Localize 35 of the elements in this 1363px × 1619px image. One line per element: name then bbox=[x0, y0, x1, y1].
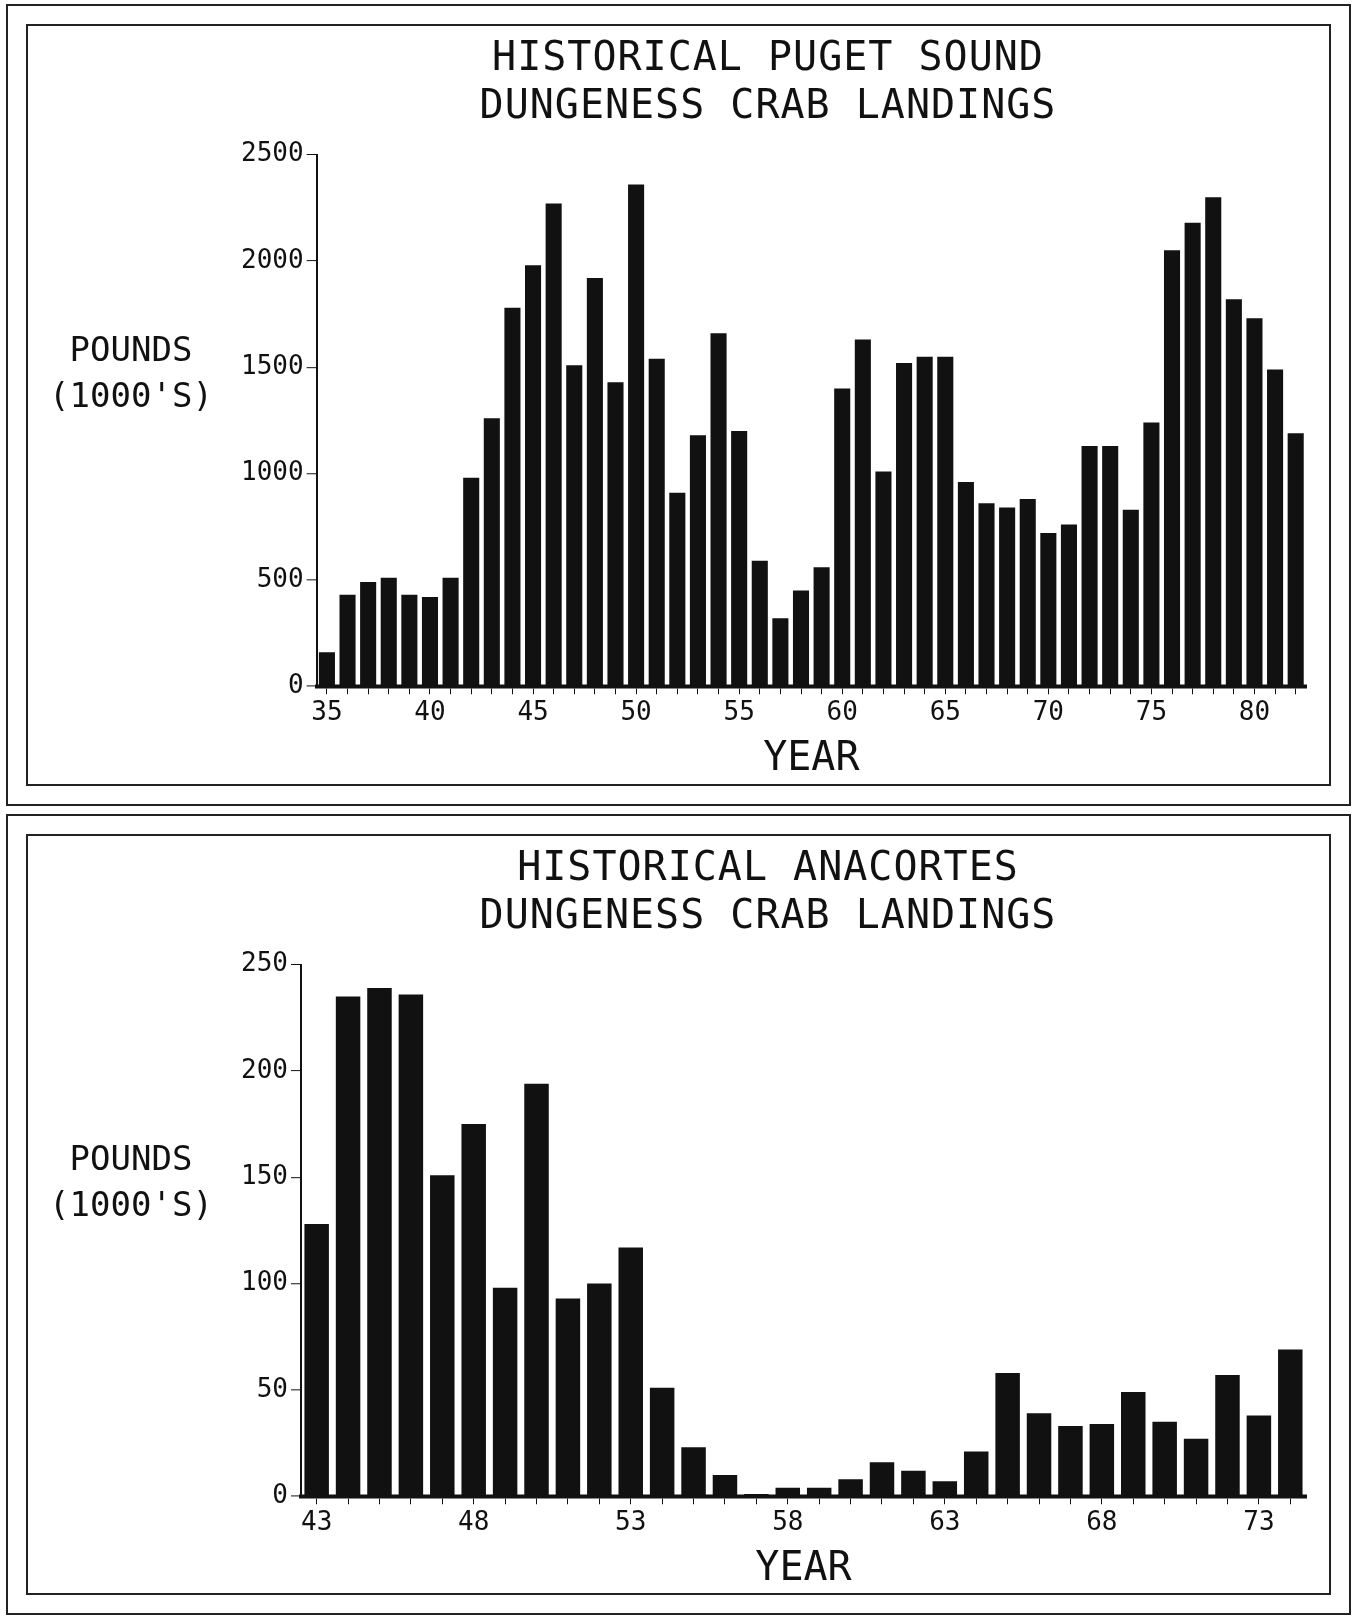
y-tick-label: 1500 bbox=[241, 350, 304, 381]
x-tick-label: 35 bbox=[311, 695, 343, 726]
x-tick-label: 58 bbox=[772, 1505, 804, 1536]
x-tick-label: 48 bbox=[458, 1505, 490, 1536]
y-tick-label: 2000 bbox=[241, 243, 304, 274]
y-tick-label: 500 bbox=[256, 562, 304, 593]
x-tick-label: 68 bbox=[1086, 1505, 1118, 1536]
y-axis-title: POUNDS (1000'S) bbox=[48, 327, 214, 417]
x-tick-label: 45 bbox=[517, 695, 549, 726]
y-tick-label: 100 bbox=[241, 1265, 288, 1296]
y-tick-label: 50 bbox=[256, 1372, 288, 1403]
x-tick-label: 70 bbox=[1032, 695, 1064, 726]
y-tick-label: 150 bbox=[241, 1159, 288, 1190]
y-tick-label: 0 bbox=[272, 1478, 288, 1509]
x-axis-title: YEAR bbox=[763, 732, 861, 779]
x-tick-label: 65 bbox=[929, 695, 961, 726]
x-tick-label: 80 bbox=[1238, 695, 1271, 726]
x-tick-label: 63 bbox=[929, 1505, 961, 1536]
x-tick-label: 73 bbox=[1243, 1505, 1275, 1536]
x-tick-label: 53 bbox=[615, 1505, 647, 1536]
y-tick-label: 1000 bbox=[241, 456, 304, 487]
x-tick-label: 43 bbox=[301, 1505, 333, 1536]
x-tick-label: 40 bbox=[414, 695, 446, 726]
x-tick-label: 55 bbox=[723, 695, 755, 726]
y-axis-title: POUNDS (1000'S) bbox=[48, 1137, 214, 1226]
x-tick-label: 60 bbox=[826, 695, 858, 726]
x-tick-label: 50 bbox=[620, 695, 652, 726]
y-tick-label: 250 bbox=[241, 946, 288, 977]
y-tick-label: 2500 bbox=[241, 137, 304, 168]
x-axis-title: YEAR bbox=[755, 1542, 853, 1589]
chart-title: HISTORICAL ANACORTES DUNGENESS CRAB LANDINGS bbox=[478, 841, 1058, 938]
y-tick-label: 200 bbox=[241, 1053, 288, 1084]
y-tick-label: 0 bbox=[287, 668, 304, 699]
x-tick-label: 75 bbox=[1135, 695, 1168, 726]
chart-title: HISTORICAL PUGET SOUND DUNGENESS CRAB LANDINGS bbox=[478, 32, 1058, 128]
